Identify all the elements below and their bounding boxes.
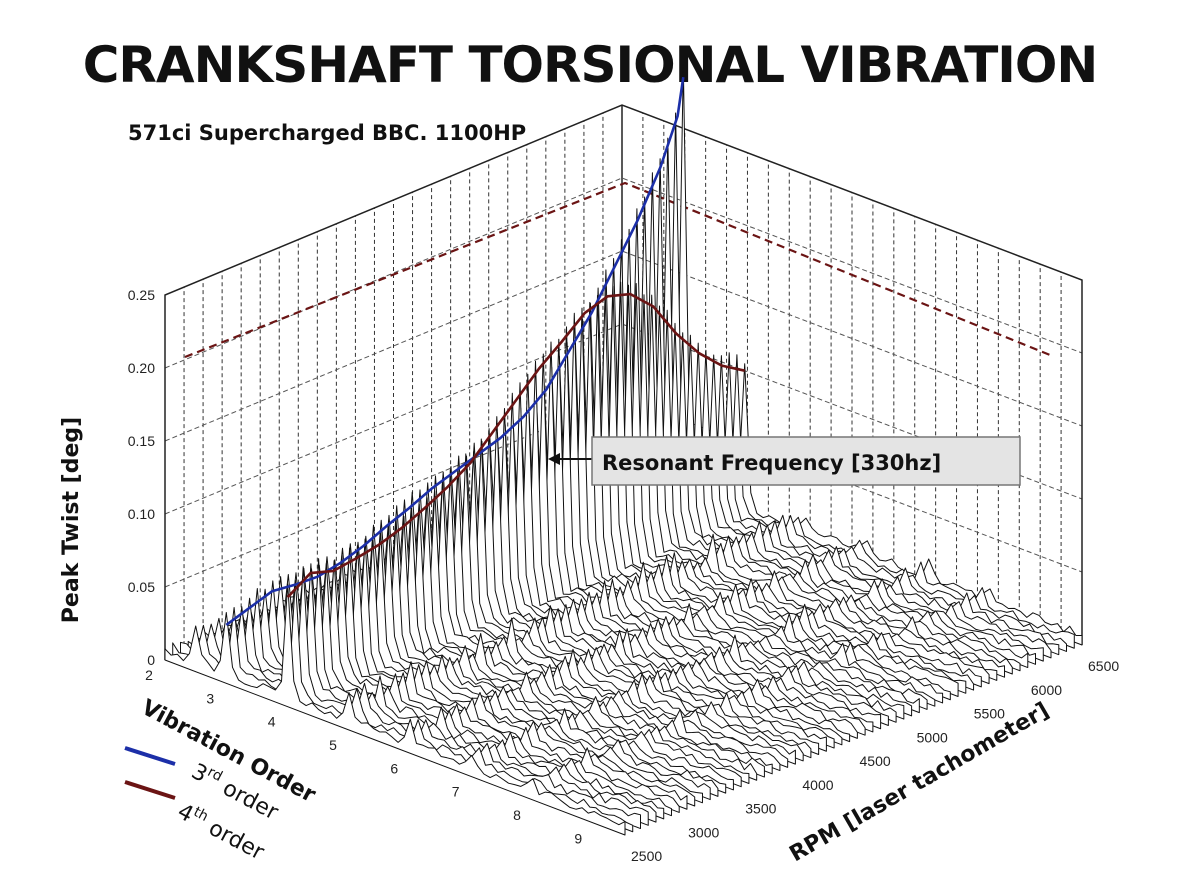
y-tick-label: 6500	[1088, 658, 1119, 674]
legend-swatch	[124, 746, 176, 766]
chart-subtitle: 571ci Supercharged BBC. 1100HP	[128, 121, 526, 145]
series-line-order-4	[286, 292, 745, 599]
y-tick-label: 4000	[802, 777, 833, 793]
x-tick-label: 3	[206, 690, 214, 706]
y-tick-label: 5000	[917, 729, 948, 745]
z-tick-label: 0.10	[128, 506, 155, 522]
chart-title: CRANKSHAFT TORSIONAL VIBRATION	[83, 36, 1098, 94]
y-tick-label: 3500	[745, 801, 776, 817]
x-tick-label: 6	[390, 760, 398, 776]
x-tick-label: 9	[574, 830, 582, 846]
y-tick-label: 5500	[974, 706, 1005, 722]
z-tick-label: 0.05	[128, 579, 155, 595]
max-marker-line	[184, 181, 1051, 359]
x-tick-label: 2	[145, 667, 153, 683]
waterfall-traces	[164, 64, 1083, 836]
z-tick-label: 0.20	[128, 360, 155, 376]
annotation-text: Resonant Frequency [330hz]	[602, 451, 941, 475]
axis-ticks: 0 0.05 0.10 0.15 0.20 0.25 2 3 4 5 6 7 8 9 2500 3000 350…	[128, 287, 1120, 864]
y-tick-label: 2500	[631, 848, 662, 864]
grid-walls	[164, 104, 1083, 660]
series-line-order-3	[225, 77, 685, 626]
legend-swatch	[124, 780, 176, 800]
x-tick-label: 4	[268, 714, 276, 730]
grid-line-horizontal	[164, 250, 1083, 442]
x-tick-label: 5	[329, 737, 337, 753]
z-axis-label: Peak Twist [deg]	[59, 417, 84, 623]
x-tick-label: 8	[513, 807, 521, 823]
resonance-annotation: Resonant Frequency [330hz]	[548, 436, 1021, 486]
y-tick-label: 4500	[860, 753, 891, 769]
z-tick-label: 0	[147, 652, 155, 668]
grid-line-horizontal	[164, 177, 1083, 369]
z-tick-label: 0.15	[128, 433, 155, 449]
y-tick-label: 3000	[688, 824, 719, 840]
y-tick-label: 6000	[1031, 682, 1062, 698]
annotation-arrow-head	[548, 453, 560, 465]
x-tick-label: 7	[452, 784, 460, 800]
order-series	[225, 77, 745, 626]
grid-line-horizontal	[164, 323, 1083, 515]
annotation-box	[591, 436, 1021, 486]
z-tick-label: 0.25	[128, 287, 155, 303]
grid-line-horizontal	[164, 396, 1083, 588]
waterfall-trace	[164, 583, 626, 836]
